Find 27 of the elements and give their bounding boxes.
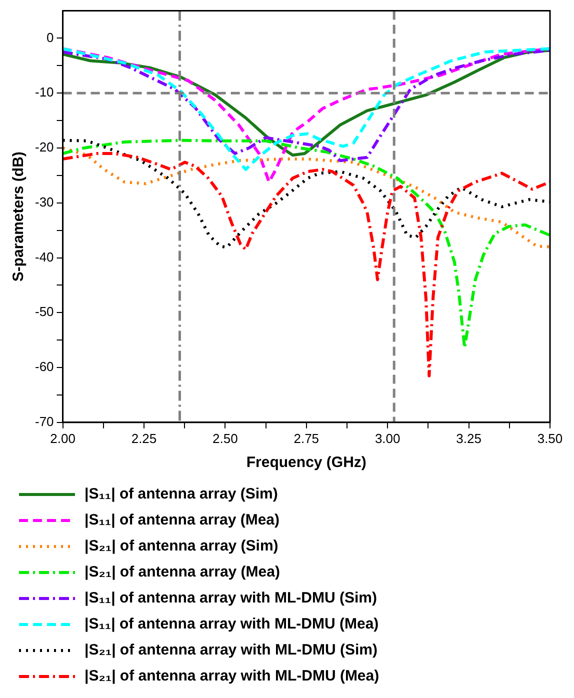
legend-label: |S₂₁| of antenna array with ML-DMU (Sim) (84, 642, 378, 659)
legend-label: |S₁₁| of antenna array with ML-DMU (Sim) (84, 590, 377, 607)
x-tick-label: 3.25 (456, 430, 482, 446)
x-tick-label: 3.00 (374, 430, 400, 446)
x-axis-title: Frequency (GHz) (246, 454, 366, 472)
legend-label: |S₁₁| of antenna array (Sim) (84, 486, 278, 503)
y-tick-label: -30 (34, 194, 54, 210)
line-series (62, 152, 550, 378)
y-tick-label: -20 (34, 140, 54, 155)
x-tick-label: 2.75 (294, 430, 320, 446)
legend-label: |S₂₁| of antenna array with ML-DMU (Mea) (84, 668, 380, 685)
x-tick-label: 2.00 (50, 430, 76, 446)
y-tick-label: -60 (34, 359, 54, 374)
legend-label: |S₂₁| of antenna array (Mea) (84, 564, 280, 581)
legend-label: |S₁₁| of antenna array with ML-DMU (Mea) (84, 616, 379, 633)
y-tick-label: 0 (46, 30, 54, 45)
x-tick-label: 2.50 (212, 430, 238, 446)
legend-label: |S₂₁| of antenna array (Sim) (84, 538, 278, 555)
y-tick-label: -50 (34, 304, 54, 320)
legend-label: |S₁₁| of antenna array (Mea) (84, 512, 280, 529)
x-tick-label: 2.25 (131, 430, 157, 446)
y-tick-label: -40 (34, 249, 54, 264)
y-tick-label: -70 (34, 414, 54, 429)
y-axis-title: S-parameters (dB) (10, 152, 28, 282)
y-tick-label: -10 (34, 84, 54, 100)
x-tick-label: 3.50 (537, 430, 563, 446)
line-series (62, 138, 550, 350)
